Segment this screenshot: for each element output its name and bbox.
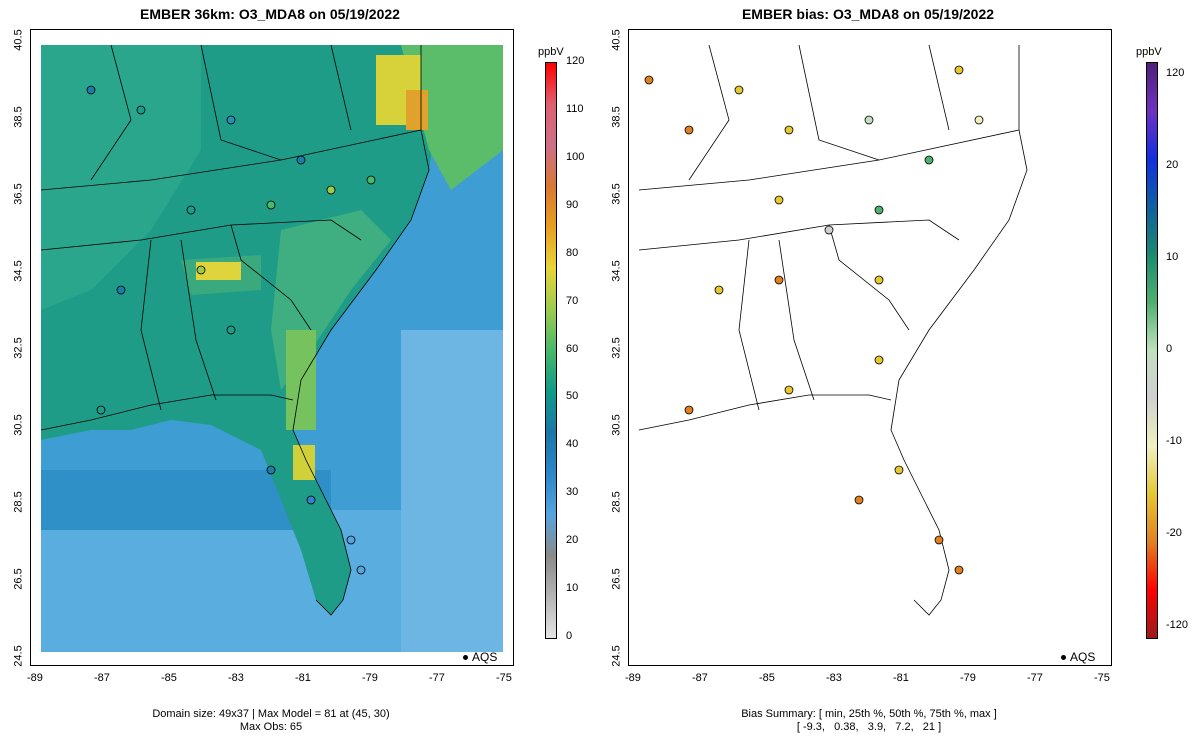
colorbar-tick-label: 40 (566, 438, 579, 451)
colorbar-tick-label: 20 (1166, 158, 1179, 171)
y-tick-label: 38.5 (610, 106, 623, 128)
model-concentration-map: AQS (30, 29, 514, 666)
x-tick-label: -87 (94, 672, 110, 684)
x-tick-label: -83 (228, 672, 244, 684)
right-footer-line1: Bias Summary: [ min, 25th %, 50th %, 75t… (741, 708, 997, 720)
y-tick-label: 28.5 (610, 491, 623, 513)
x-tick-label: -87 (692, 672, 708, 684)
colorbar-tick-label: 30 (566, 486, 579, 499)
aqs-marker-icon (1061, 655, 1066, 661)
x-tick-label: -89 (625, 672, 641, 684)
y-tick-label: 30.5 (610, 414, 623, 436)
x-tick-label: -77 (1027, 672, 1043, 684)
aqs-marker-icon (463, 655, 468, 661)
left-footer-line1: Domain size: 49x37 | Max Model = 81 at (… (152, 708, 390, 720)
x-tick-label: -83 (826, 672, 842, 684)
y-tick-label: 40.5 (610, 29, 623, 51)
right-panel-title: EMBER bias: O3_MDA8 on 05/19/2022 (741, 6, 995, 22)
right-colorbar-unit: ppbV (1136, 46, 1162, 58)
bias-map-svg (638, 44, 1028, 616)
x-tick-label: -89 (27, 672, 43, 684)
colorbar-tick-label: 120 (1166, 66, 1185, 79)
x-tick-label: -77 (429, 672, 445, 684)
left-panel-title: EMBER 36km: O3_MDA8 on 05/19/2022 (140, 6, 400, 22)
x-tick-label: -81 (295, 672, 311, 684)
model-concentration-map-svg (40, 44, 503, 652)
colorbar-tick-label: 0 (566, 630, 573, 642)
left-footer-line2: Max Obs: 65 (239, 721, 303, 733)
x-tick-label: -85 (161, 672, 177, 684)
y-tick-label: 36.5 (610, 183, 623, 205)
colorbar-tick-label: 10 (1166, 250, 1179, 263)
y-tick-label: 24.5 (610, 645, 623, 667)
y-tick-label: 34.5 (610, 260, 623, 282)
left-legend-aqs: AQS (463, 650, 497, 664)
colorbar-tick-label: 0 (1166, 342, 1173, 355)
left-colorbar-unit: ppbV (538, 46, 564, 58)
y-tick-label: 28.5 (12, 491, 25, 513)
bias-map: AQS (628, 29, 1112, 666)
colorbar-tick-label: 60 (566, 342, 579, 355)
right-footer-line2: [ -9.3, 0.38, 3.9, 7.2, 21 ] (796, 721, 942, 733)
colorbar-tick-label: 120 (566, 55, 585, 67)
y-tick-label: 32.5 (12, 337, 25, 359)
y-tick-label: 26.5 (610, 568, 623, 590)
colorbar-tick-label: 20 (566, 534, 579, 547)
y-tick-label: 30.5 (12, 414, 25, 436)
colorbar-tick-label: 50 (566, 390, 579, 403)
y-tick-label: 38.5 (12, 106, 25, 128)
x-tick-label: -85 (759, 672, 775, 684)
x-tick-label: -75 (496, 672, 512, 684)
concentration-colorbar (545, 62, 557, 639)
x-tick-label: -79 (362, 672, 378, 684)
colorbar-tick-label: -120 (1166, 618, 1189, 631)
x-tick-label: -81 (893, 672, 909, 684)
bias-colorbar (1146, 62, 1158, 639)
right-legend-aqs: AQS (1061, 650, 1095, 664)
colorbar-tick-label: 10 (566, 582, 579, 595)
colorbar-tick-label: -20 (1166, 526, 1182, 539)
y-tick-label: 34.5 (12, 260, 25, 282)
colorbar-tick-label: 90 (566, 198, 579, 211)
y-tick-label: 26.5 (12, 568, 25, 590)
colorbar-tick-label: 110 (566, 102, 584, 115)
x-tick-label: -75 (1094, 672, 1110, 684)
y-tick-label: 40.5 (12, 29, 25, 51)
colorbar-tick-label: 80 (566, 246, 579, 259)
x-tick-label: -79 (960, 672, 976, 684)
colorbar-tick-label: 70 (566, 294, 579, 307)
y-tick-label: 36.5 (12, 183, 25, 205)
y-tick-label: 32.5 (610, 337, 623, 359)
colorbar-tick-label: -10 (1166, 434, 1182, 447)
y-tick-label: 24.5 (12, 645, 25, 667)
colorbar-tick-label: 100 (566, 150, 585, 163)
